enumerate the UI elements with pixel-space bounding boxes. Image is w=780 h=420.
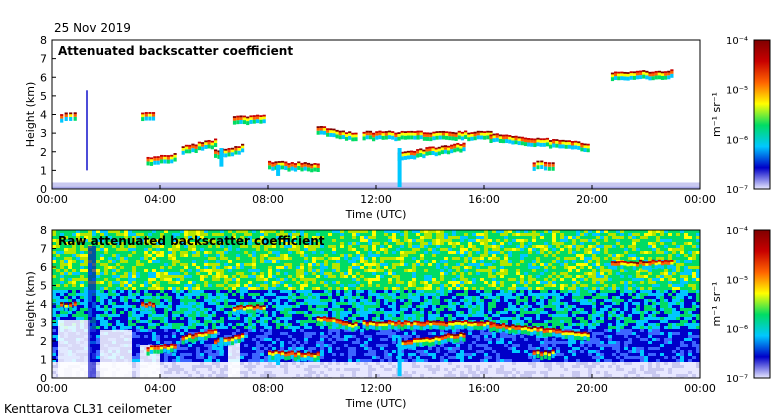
y-tick-label: 1 [40,164,47,177]
y-tick-label: 2 [40,146,47,159]
colorbar-tick-label: 10⁻⁴ [726,36,748,47]
panel-title: Raw attenuated backscatter coefficient [58,234,325,248]
x-tick-label: 12:00 [360,193,392,206]
y-tick-label: 2 [40,335,47,348]
x-tick-label: 20:00 [576,193,608,206]
date-label: 25 Nov 2019 [54,21,131,35]
colorbar [753,229,771,379]
x-tick-label: 08:00 [252,382,284,395]
y-tick-label: 6 [40,71,47,84]
y-tick-label: 4 [40,298,47,311]
x-tick-label: 00:00 [684,382,716,395]
y-axis-label: Height (km) [24,82,37,148]
y-tick-label: 3 [40,317,47,330]
y-axis-label: Height (km) [24,271,37,337]
instrument-label: Kenttarova CL31 ceilometer [4,402,172,416]
y-tick-label: 7 [40,53,47,66]
y-tick-label: 3 [40,127,47,140]
colorbar-unit-label: m⁻¹ sr⁻¹ [710,282,723,327]
y-tick-label: 8 [40,224,47,237]
y-tick-label: 4 [40,109,47,122]
colorbar [753,39,771,190]
colorbar-tick-label: 10⁻⁷ [726,374,748,385]
x-axis-label: Time (UTC) [345,397,407,410]
x-tick-label: 08:00 [252,193,284,206]
panel-title: Attenuated backscatter coefficient [58,44,293,58]
x-tick-label: 00:00 [684,193,716,206]
panel-1-plot-area [52,40,700,189]
colorbar-tick-label: 10⁻⁵ [726,86,748,97]
x-tick-label: 12:00 [360,382,392,395]
y-tick-label: 8 [40,34,47,47]
y-tick-label: 5 [40,90,47,103]
x-axis-label: Time (UTC) [345,208,407,221]
x-tick-label: 20:00 [576,382,608,395]
colorbar-tick-label: 10⁻⁴ [726,226,748,237]
y-tick-label: 7 [40,243,47,256]
x-tick-label: 16:00 [468,382,500,395]
colorbar-tick-label: 10⁻⁷ [726,185,748,196]
colorbar-tick-label: 10⁻⁶ [726,135,748,146]
y-tick-label: 5 [40,280,47,293]
x-tick-label: 04:00 [144,193,176,206]
colorbar-tick-label: 10⁻⁵ [726,275,748,286]
colorbar-tick-label: 10⁻⁶ [726,325,748,336]
x-tick-label: 00:00 [36,382,68,395]
x-tick-label: 16:00 [468,193,500,206]
y-tick-label: 6 [40,261,47,274]
y-tick-label: 1 [40,354,47,367]
y-tick-label: 0 [40,372,47,385]
panel-2-plot-area [52,230,700,378]
x-tick-label: 00:00 [36,193,68,206]
y-tick-label: 0 [40,183,47,196]
x-tick-label: 04:00 [144,382,176,395]
colorbar-unit-label: m⁻¹ sr⁻¹ [710,92,723,137]
